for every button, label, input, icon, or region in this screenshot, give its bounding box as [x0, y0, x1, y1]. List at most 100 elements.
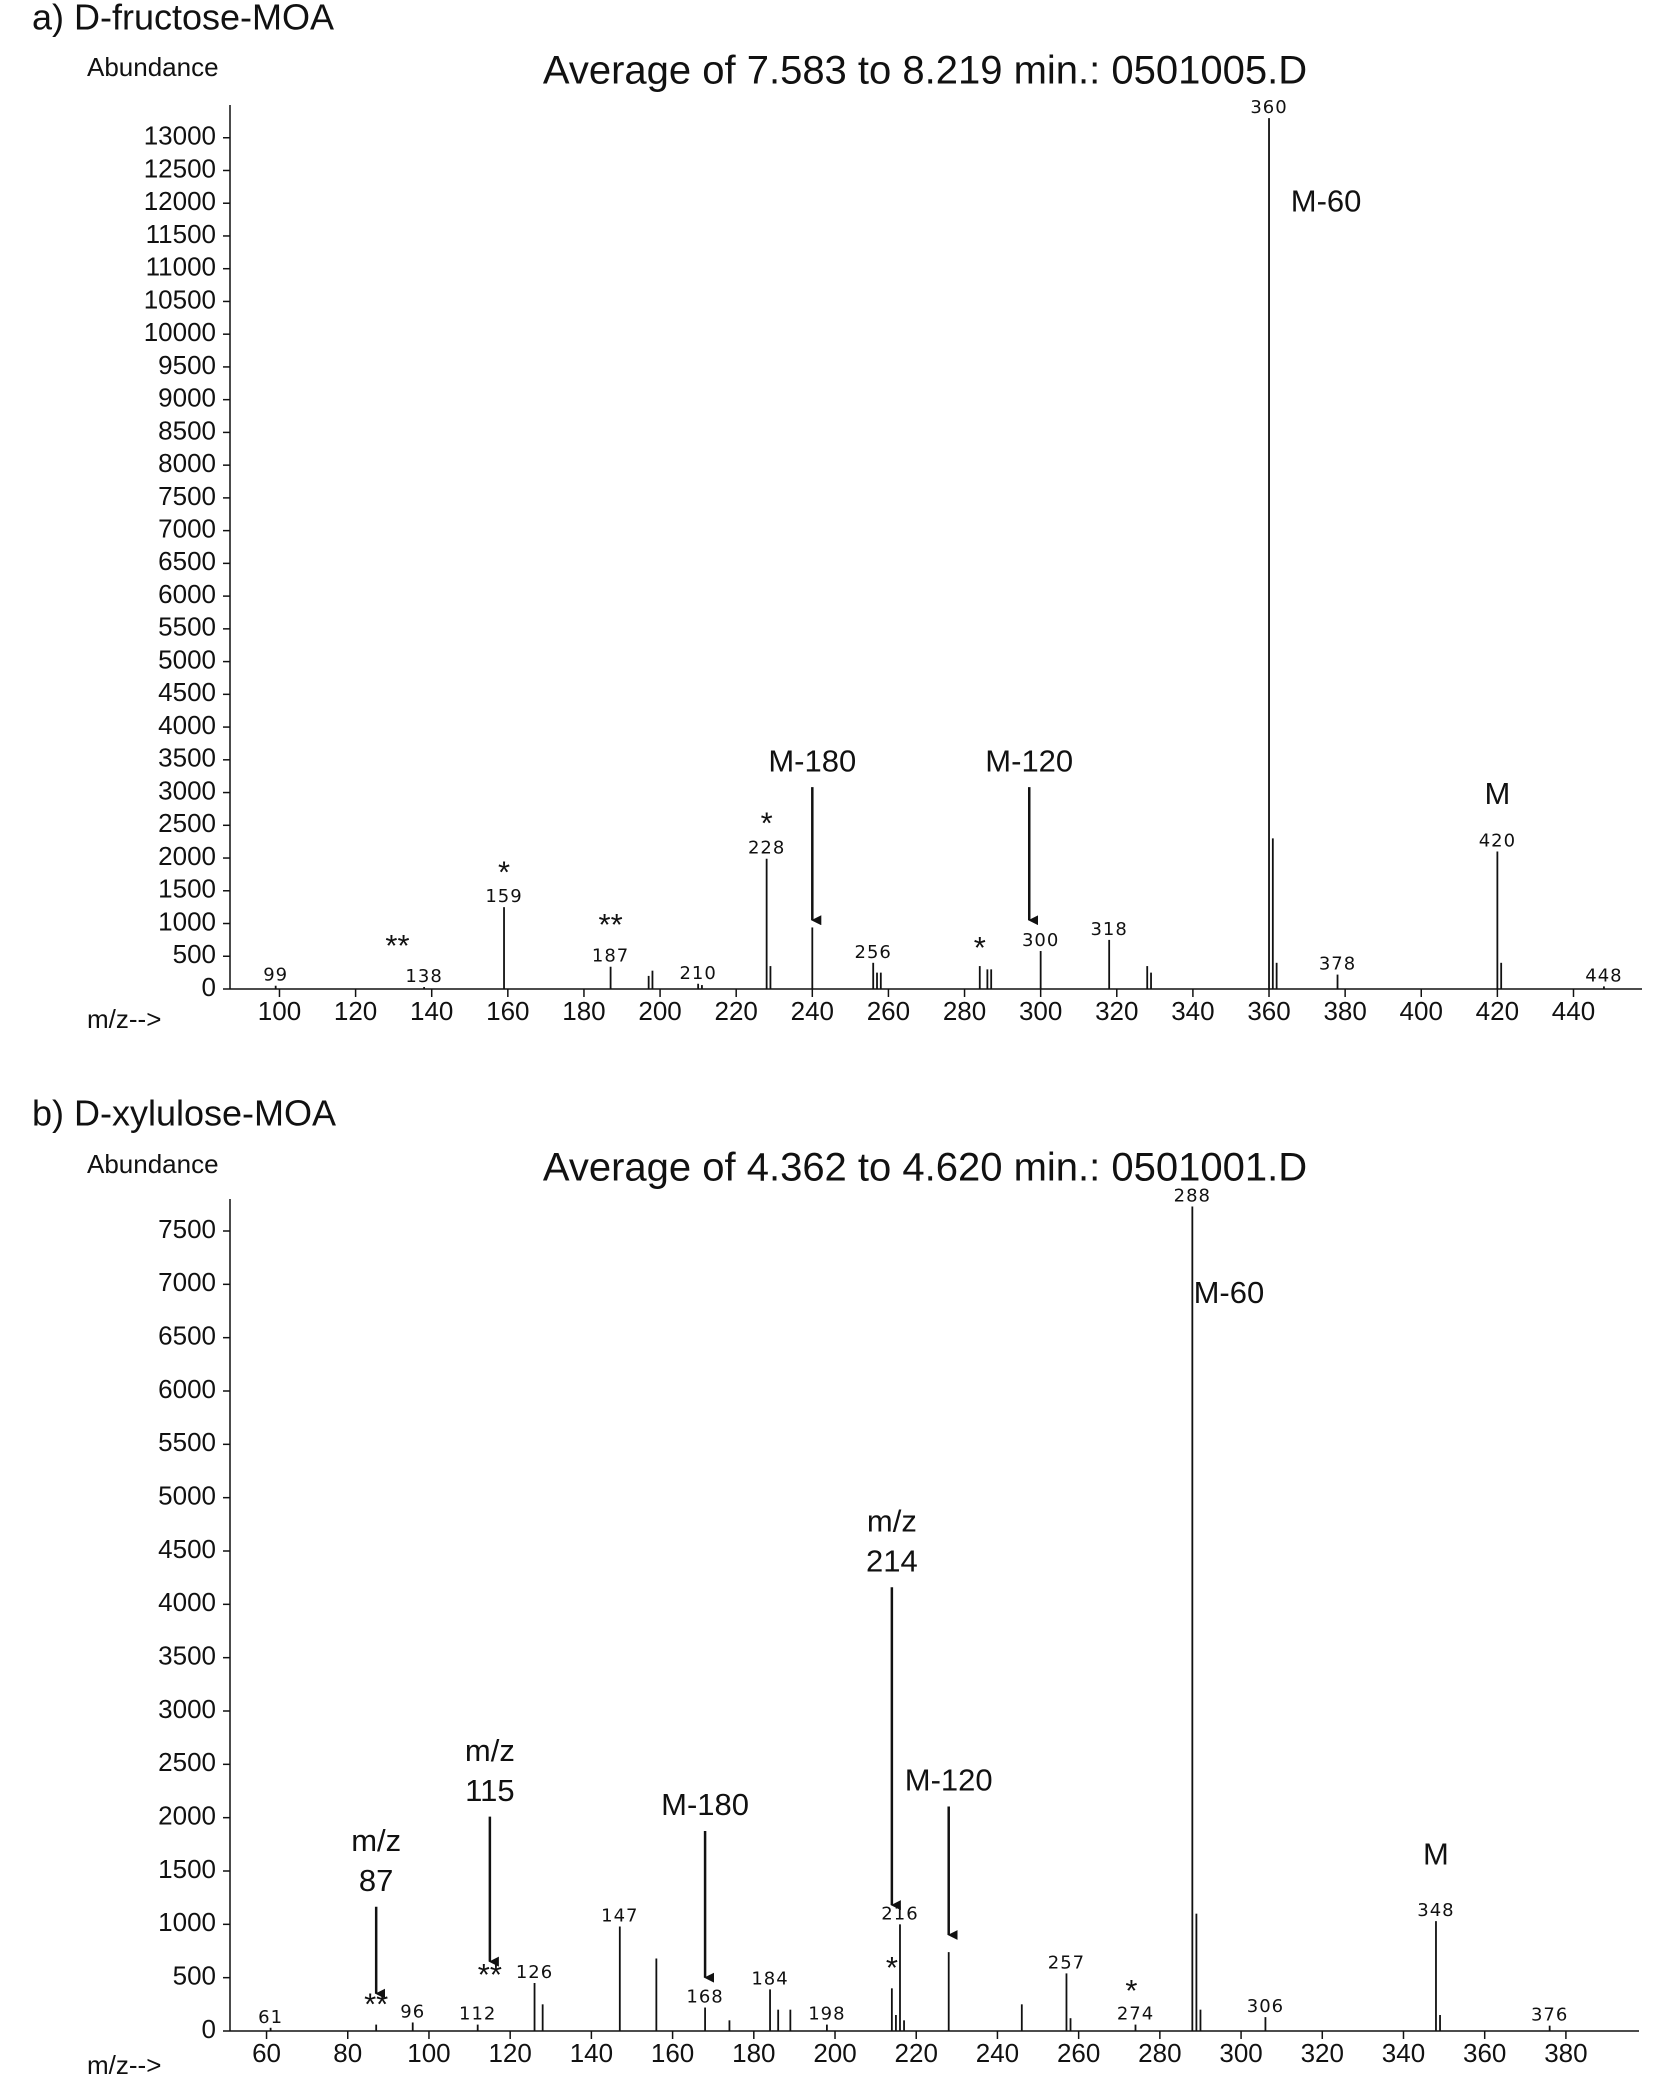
- x-tick-label: 260: [1057, 2038, 1100, 2068]
- peak-label: 300: [1022, 930, 1059, 951]
- y-tick-label: 8500: [158, 415, 216, 445]
- annotation: **: [364, 1987, 388, 2022]
- peak-label: 210: [679, 963, 716, 984]
- annotation: M-180: [661, 1787, 749, 1822]
- y-tick-label: 500: [173, 939, 216, 969]
- annotation: M: [1484, 776, 1510, 811]
- x-tick-label: 220: [714, 996, 757, 1026]
- x-tick-label: 100: [258, 996, 301, 1026]
- x-tick-label: 140: [410, 996, 453, 1026]
- peak-label: 318: [1090, 919, 1127, 940]
- annotation: M-60: [1194, 1275, 1265, 1310]
- y-tick-label: 7500: [158, 481, 216, 511]
- y-tick-label: 6000: [158, 1374, 216, 1404]
- x-tick-label: 320: [1095, 996, 1138, 1026]
- x-tick-label: 240: [976, 2038, 1019, 2068]
- y-tick-label: 6500: [158, 1321, 216, 1351]
- peak-label: 168: [686, 1987, 723, 2008]
- peak-label: 378: [1319, 954, 1356, 975]
- y-tick-label: 5000: [158, 1481, 216, 1511]
- x-tick-label: 440: [1552, 996, 1595, 1026]
- y-tick-label: 1500: [158, 1854, 216, 1884]
- x-tick-label: 200: [813, 2038, 856, 2068]
- panel-label: b) D-xylulose-MOA: [32, 1093, 336, 1134]
- y-axis-label: Abundance: [87, 1149, 219, 1179]
- annotation: M-120: [985, 743, 1073, 778]
- annotation: **: [385, 928, 409, 963]
- y-tick-label: 2500: [158, 1747, 216, 1777]
- peak-label: 256: [855, 942, 892, 963]
- x-tick-label: 160: [651, 2038, 694, 2068]
- annotation: *: [498, 855, 510, 890]
- annotation: m/z: [867, 1503, 917, 1538]
- y-tick-label: 7500: [158, 1214, 216, 1244]
- panel-label: a) D-fructose-MOA: [32, 0, 334, 38]
- y-tick-label: 6500: [158, 546, 216, 576]
- x-tick-label: 360: [1247, 996, 1290, 1026]
- peak-label: 274: [1117, 2004, 1154, 2025]
- peak-label: 184: [751, 1968, 788, 1989]
- annotation: **: [599, 907, 623, 942]
- y-tick-label: 6000: [158, 579, 216, 609]
- annotation: M-60: [1291, 183, 1362, 218]
- y-tick-label: 500: [173, 1961, 216, 1991]
- y-tick-label: 0: [202, 972, 216, 1002]
- y-tick-label: 4000: [158, 710, 216, 740]
- y-tick-label: 1000: [158, 906, 216, 936]
- y-tick-label: 3000: [158, 775, 216, 805]
- peak-label: 187: [592, 946, 629, 967]
- annotation: 87: [359, 1863, 393, 1898]
- y-tick-label: 10500: [144, 284, 216, 314]
- y-tick-label: 5000: [158, 644, 216, 674]
- x-tick-label: 280: [943, 996, 986, 1026]
- peak-label: 216: [881, 1903, 918, 1924]
- x-tick-label: 340: [1171, 996, 1214, 1026]
- x-tick-label: 120: [334, 996, 377, 1026]
- peak-label: 348: [1417, 1900, 1454, 1921]
- x-tick-label: 120: [488, 2038, 531, 2068]
- annotation: *: [886, 1950, 898, 1985]
- x-tick-label: 280: [1138, 2038, 1181, 2068]
- y-tick-label: 12000: [144, 186, 216, 216]
- peak-label: 257: [1048, 1952, 1085, 1973]
- peak-label: 112: [459, 2004, 496, 2025]
- x-tick-label: 240: [791, 996, 834, 1026]
- x-tick-label: 300: [1019, 996, 1062, 1026]
- x-tick-label: 140: [570, 2038, 613, 2068]
- x-tick-label: 180: [562, 996, 605, 1026]
- y-tick-label: 11500: [146, 219, 216, 249]
- peak-label: 96: [400, 2001, 425, 2022]
- x-tick-label: 340: [1382, 2038, 1425, 2068]
- annotation: 214: [866, 1543, 918, 1578]
- x-tick-label: 260: [867, 996, 910, 1026]
- y-axis-label: Abundance: [87, 52, 219, 82]
- peak-label: 198: [808, 2004, 845, 2025]
- peak-label: 147: [601, 1905, 638, 1926]
- x-tick-label: 60: [252, 2038, 281, 2068]
- peak-label: 306: [1247, 1996, 1284, 2017]
- y-tick-label: 12500: [144, 153, 216, 183]
- y-tick-label: 7000: [158, 514, 216, 544]
- y-tick-label: 9000: [158, 383, 216, 413]
- x-tick-label: 220: [895, 2038, 938, 2068]
- y-tick-label: 11000: [146, 252, 216, 282]
- peak-label: 126: [516, 1962, 553, 1983]
- x-tick-label: 320: [1301, 2038, 1344, 2068]
- y-tick-label: 1000: [158, 1907, 216, 1937]
- peak-label: 288: [1174, 1185, 1211, 1206]
- peak-label: 360: [1250, 97, 1287, 118]
- y-tick-label: 3000: [158, 1694, 216, 1724]
- y-tick-label: 3500: [158, 743, 216, 773]
- annotation: m/z: [351, 1823, 401, 1858]
- x-tick-label: 100: [407, 2038, 450, 2068]
- y-tick-label: 2500: [158, 808, 216, 838]
- annotation: 115: [465, 1773, 514, 1808]
- peak-label: 228: [748, 838, 785, 859]
- annotation: *: [974, 930, 986, 965]
- x-tick-label: 200: [638, 996, 681, 1026]
- x-tick-label: 160: [486, 996, 529, 1026]
- x-tick-label: 80: [333, 2038, 362, 2068]
- x-tick-label: 420: [1476, 996, 1519, 1026]
- x-tick-label: 380: [1323, 996, 1366, 1026]
- annotation: M: [1423, 1836, 1449, 1871]
